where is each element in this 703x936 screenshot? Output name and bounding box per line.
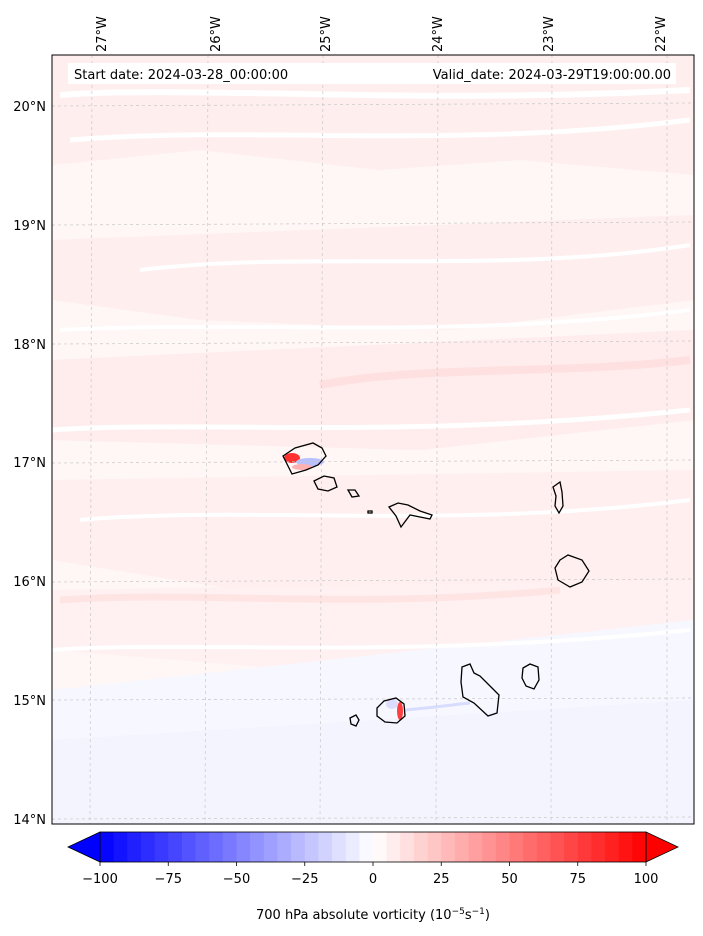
map-frame <box>51 54 695 825</box>
colorbar-cell <box>564 832 579 862</box>
lat-label: 18°N <box>13 338 46 353</box>
colorbar-cell <box>441 832 456 862</box>
colorbar-cell <box>359 832 374 862</box>
colorbar-cell <box>140 832 155 862</box>
lon-label: 24°W <box>431 16 446 52</box>
colorbar-cell <box>605 832 620 862</box>
colorbar-cell <box>154 832 169 862</box>
colorbar-tick-label: 25 <box>433 872 450 887</box>
colorbar-cell <box>113 832 128 862</box>
lon-label: 22°W <box>654 16 669 52</box>
colorbar-tick-label: −25 <box>291 872 318 887</box>
lon-label: 26°W <box>209 16 224 52</box>
colorbar-tick-label: 75 <box>569 872 586 887</box>
island-santa-luzia <box>346 489 361 498</box>
colorbar-cell <box>263 832 278 862</box>
island-sao-vicente <box>313 475 338 492</box>
longitude-labels: 27°W 26°W 25°W 24°W 23°W 22°W <box>95 16 669 52</box>
colorbar-tick-label: 100 <box>634 872 659 887</box>
map-panel: Start date: 2024-03-28_00:00:00 Valid_da… <box>13 16 695 828</box>
colorbar-cell <box>591 832 606 862</box>
island-santiago <box>460 663 500 717</box>
colorbar-extend-high <box>645 831 679 863</box>
colorbar-tick-label: 50 <box>501 872 518 887</box>
colorbar-cell <box>100 832 115 862</box>
colorbar-cell <box>318 832 333 862</box>
lat-label: 15°N <box>13 694 46 709</box>
colorbar-cell <box>291 832 306 862</box>
island-brava <box>349 714 360 727</box>
colorbar-cell <box>577 832 592 862</box>
colorbar-cell <box>482 832 497 862</box>
graticule <box>51 54 695 825</box>
vorticity-field <box>52 55 694 824</box>
colorbar-cell <box>523 832 538 862</box>
colorbar-cell <box>250 832 265 862</box>
colorbar-cell <box>168 832 183 862</box>
date-label-box <box>68 63 676 84</box>
lat-label: 17°N <box>13 456 46 471</box>
colorbar-cell <box>127 832 142 862</box>
island-fogo <box>376 697 406 724</box>
colorbar-cell <box>386 832 401 862</box>
colorbar-cell <box>236 832 251 862</box>
lon-label: 25°W <box>319 16 334 52</box>
island-boa-vista <box>554 554 590 588</box>
lat-label: 20°N <box>13 100 46 115</box>
colorbar-cell <box>181 832 196 862</box>
start-date-label: Start date: 2024-03-28_00:00:00 <box>74 68 288 83</box>
colorbar-cell <box>400 832 415 862</box>
colorbar-cell <box>618 832 633 862</box>
colorbar-tick-label: −75 <box>155 872 182 887</box>
colorbar-tick-label: −50 <box>223 872 250 887</box>
colorbar-cell <box>495 832 510 862</box>
colorbar-cell <box>304 832 319 862</box>
colorbar-tick-label: −100 <box>82 872 118 887</box>
colorbar-cell <box>427 832 442 862</box>
island-branco <box>367 510 373 514</box>
latitude-labels: 20°N 19°N 18°N 17°N 16°N 15°N 14°N <box>13 100 46 828</box>
colorbar-ticks: −100 −75 −50 −25 0 25 50 75 100 <box>82 862 658 887</box>
colorbar-cell <box>413 832 428 862</box>
island-santo-antao <box>282 442 327 475</box>
colorbar-cells <box>100 832 647 862</box>
island-maio <box>521 663 540 690</box>
colorbar-cell <box>209 832 224 862</box>
colorbar-cell <box>332 832 347 862</box>
colorbar-cell <box>468 832 483 862</box>
colorbar-tick-label: 0 <box>369 872 377 887</box>
lat-label: 14°N <box>13 813 46 828</box>
colorbar-cell <box>536 832 551 862</box>
island-sal <box>552 480 564 515</box>
colorbar-cell <box>373 832 388 862</box>
lat-label: 19°N <box>13 219 46 234</box>
colorbar-cell <box>509 832 524 862</box>
colorbar-cell <box>345 832 360 862</box>
colorbar-cell <box>222 832 237 862</box>
colorbar: −100 −75 −50 −25 0 25 50 75 100 700 hPa absolute… <box>67 831 679 923</box>
lon-label: 27°W <box>95 16 110 52</box>
colorbar-cell <box>277 832 292 862</box>
colorbar-cell <box>550 832 565 862</box>
lat-label: 16°N <box>13 575 46 590</box>
valid-date-label: Valid_date: 2024-03-29T19:00:00.00 <box>433 68 671 83</box>
island-sao-nicolau <box>387 502 433 529</box>
colorbar-extend-low <box>67 831 101 863</box>
coastlines <box>282 442 590 727</box>
lon-label: 23°W <box>542 16 557 52</box>
colorbar-cell <box>195 832 210 862</box>
colorbar-cell <box>454 832 469 862</box>
colorbar-label: 700 hPa absolute vorticity (10−5s−1) <box>256 907 490 923</box>
colorbar-cell <box>632 832 647 862</box>
